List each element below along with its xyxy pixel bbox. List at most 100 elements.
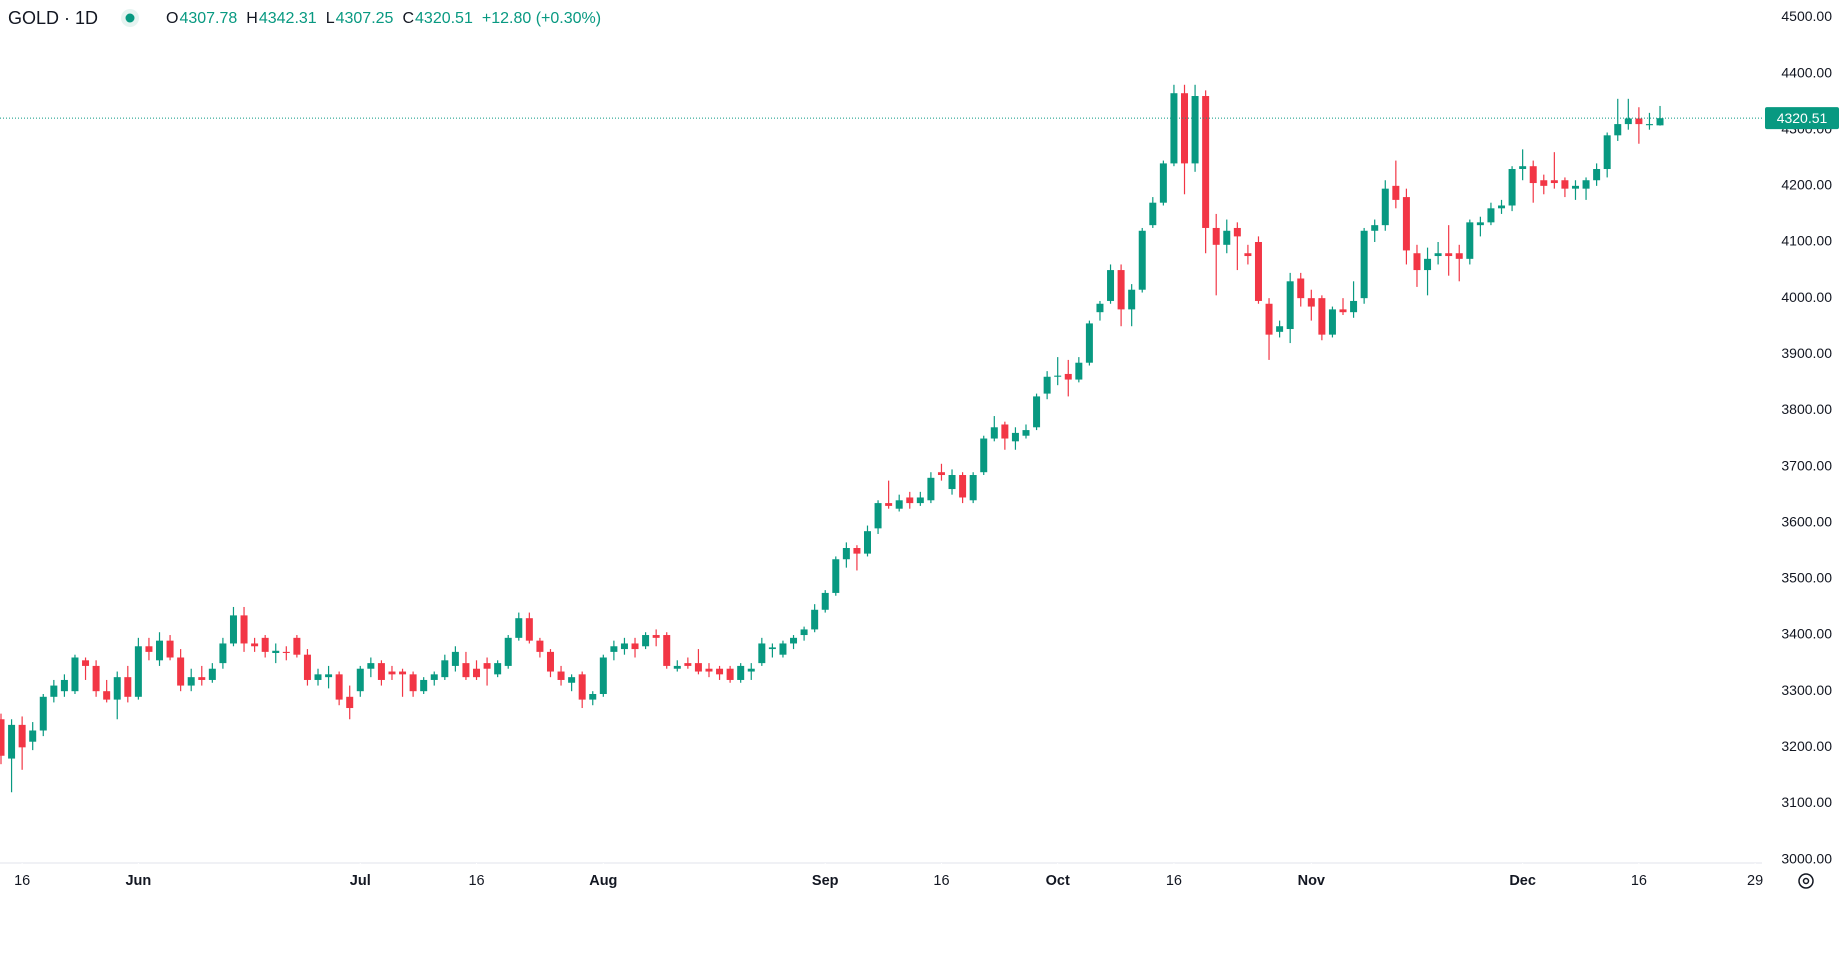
candle-body [1244,253,1252,257]
candle-body [610,646,618,652]
candle-body [1645,124,1653,126]
candle-body [451,651,459,666]
candle-body [325,674,333,678]
candle-body [716,668,724,675]
x-tick-label: Aug [589,873,617,889]
candle-body [1254,241,1262,301]
candle-body [1487,208,1495,223]
candle-body [1508,169,1516,206]
candle-body [50,685,58,697]
candle-body [156,640,164,661]
candle-body [1202,96,1210,228]
y-tick-label: 4100.00 [1781,233,1832,249]
x-tick-label: Dec [1509,873,1536,889]
candle-body [557,671,565,680]
y-tick-label: 3300.00 [1781,682,1832,698]
x-tick-label: 16 [14,873,30,889]
candle-body [1593,169,1601,181]
candle-body [525,618,533,641]
candle-body [1276,326,1284,332]
candle-body [303,654,311,680]
candle-body [779,643,787,655]
ohlc-value: 4320.51 [415,10,473,27]
candle-body [1424,258,1432,271]
candle-body [8,724,16,759]
candle-body [1455,253,1463,259]
candle-body [420,679,428,692]
candle-body [1022,430,1030,436]
candle-body [980,438,988,473]
candle-body [747,668,755,672]
candle-body [1550,180,1558,184]
candle-body [1191,96,1199,164]
y-tick-label: 3000.00 [1781,850,1832,866]
candle-body [906,497,914,504]
symbol[interactable]: GOLD · 1D [8,8,98,28]
candle-body [800,629,808,636]
x-tick-label: 16 [468,873,484,889]
candle-body [1339,309,1347,313]
candle-body [842,548,850,560]
candle-body [282,651,290,654]
ohlc-value: 4342.31 [259,10,317,27]
candle-body [1603,135,1611,170]
candle-body [1286,281,1294,330]
candle-body [1529,166,1537,184]
candle-body [1476,222,1484,226]
candle-body [229,615,237,644]
candle-body [377,663,385,680]
x-tick-label: 16 [1166,873,1182,889]
candle-body [1159,163,1167,203]
candle-body [948,475,956,490]
candle-body [885,503,893,506]
candle-body [652,635,660,638]
candle-body [92,665,100,692]
candle-body [1265,303,1273,335]
candle-body [1085,323,1093,363]
candle-body [1561,180,1569,189]
candle-body [1582,180,1590,189]
candle-body [663,635,671,666]
candle-body [1223,230,1231,245]
candle-body [768,647,776,650]
candle-body [589,693,597,700]
y-tick-label: 3700.00 [1781,457,1832,473]
settings-icon[interactable] [1798,873,1814,889]
candle-body [916,497,924,504]
y-tick-label: 4200.00 [1781,177,1832,193]
change: +12.80 (+0.30%) [482,10,601,27]
candle-body [314,674,322,680]
candle-body [103,691,111,700]
candle-body [1434,253,1442,257]
candle-body [145,646,153,652]
candle-body [1624,118,1632,125]
candle-body [124,677,132,697]
candle-body [620,643,628,650]
candle-body [726,668,734,680]
candle-body [1043,376,1051,394]
candle-body [863,531,871,554]
candle-body [198,677,206,680]
y-tick-label: 4500.00 [1781,8,1832,24]
candle-body [578,674,586,700]
candle-body [60,679,68,692]
candle-body [895,500,903,509]
candle-body [673,665,681,669]
candle-body [631,643,639,650]
candle-body [82,660,90,666]
candle-body [1307,298,1315,307]
candle-body [990,427,998,439]
candle-body [684,663,692,666]
candle-body [1233,227,1241,237]
candle-body [1402,197,1410,251]
candle-body [536,640,544,652]
ohlc-legend: O 4307.78 H 4342.31 L 4307.25 C 4320.51 +12.80 (… [166,10,601,27]
candle-body [737,665,745,680]
candle-body [705,668,713,672]
ohlc-value: 4307.25 [336,10,394,27]
ohlc-label: L [326,10,335,27]
candle-body [18,724,26,748]
candle-body [335,674,343,700]
